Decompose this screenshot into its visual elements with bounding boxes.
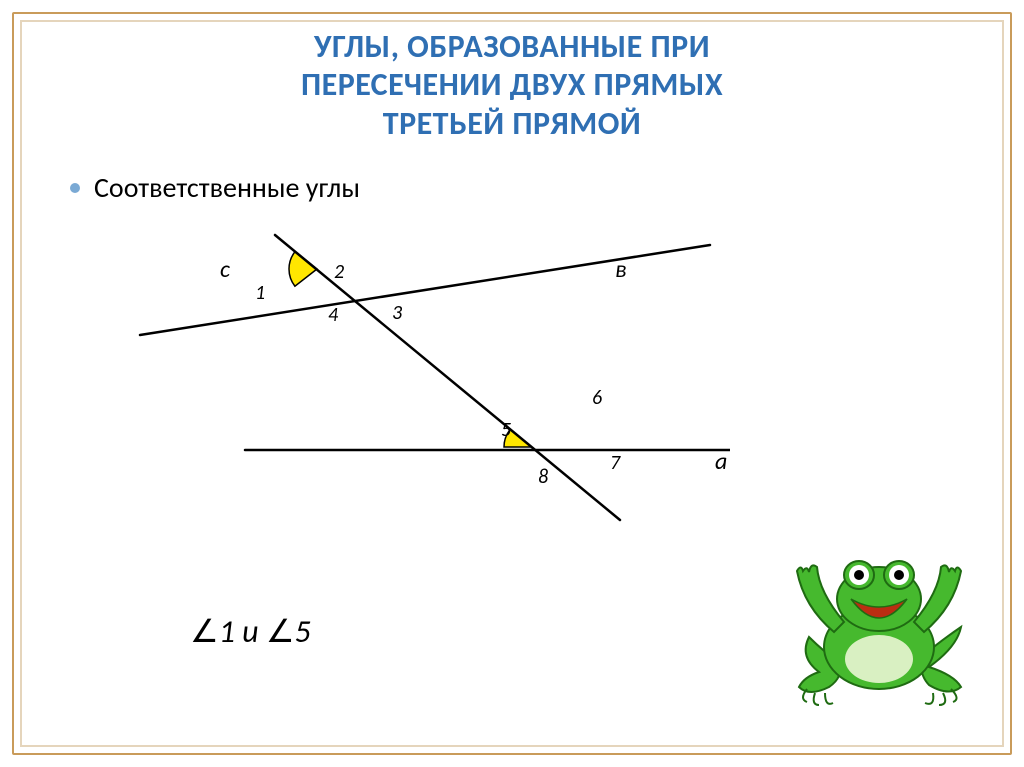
svg-text:2: 2 (334, 260, 344, 284)
frog-image (789, 537, 969, 707)
svg-text:8: 8 (538, 465, 548, 489)
svg-text:в: в (615, 255, 627, 284)
slide-title: УГЛЫ, ОБРАЗОВАННЫЕ ПРИ ПЕРЕСЕЧЕНИИ ДВУХ … (0, 28, 1024, 143)
answer-a: 1 (219, 612, 235, 651)
answer-text: ∠1 и ∠5 (190, 612, 311, 651)
subtitle-text: Соответственные углы (94, 170, 360, 205)
title-line-3: ТРЕТЬЕЙ ПРЯМОЙ (383, 104, 641, 143)
angle-symbol-1: ∠ (190, 613, 219, 649)
svg-text:а: а (715, 447, 727, 476)
answer-b: 5 (295, 612, 311, 651)
svg-text:3: 3 (392, 301, 403, 325)
svg-text:6: 6 (592, 386, 602, 410)
svg-text:4: 4 (328, 303, 339, 327)
subtitle: Соответственные углы (70, 170, 360, 205)
frog-svg (789, 537, 969, 707)
title-line-2: ПЕРЕСЕЧЕНИИ ДВУХ ПРЯМЫХ (301, 65, 723, 104)
svg-text:7: 7 (610, 451, 621, 475)
svg-text:5: 5 (501, 418, 511, 442)
diagram-svg: с в а 1 2 3 4 5 6 7 8 (80, 225, 730, 545)
answer-conj: и (235, 612, 266, 651)
title-line-1: УГЛЫ, ОБРАЗОВАННЫЕ ПРИ (314, 27, 710, 66)
svg-text:с: с (220, 255, 230, 284)
angle-symbol-2: ∠ (266, 613, 295, 649)
geometry-diagram: с в а 1 2 3 4 5 6 7 8 (80, 225, 730, 545)
svg-text:1: 1 (255, 281, 265, 305)
bullet-icon (70, 183, 80, 193)
